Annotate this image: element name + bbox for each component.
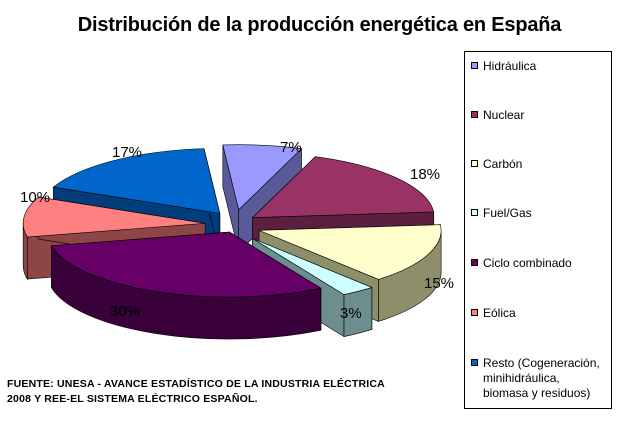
pie-slice bbox=[52, 148, 221, 214]
pie-slice bbox=[50, 231, 322, 298]
pie-slice bbox=[22, 196, 206, 238]
pie-slice bbox=[222, 144, 303, 211]
pie-percent-label: 7% bbox=[280, 139, 302, 156]
pie-slice bbox=[252, 238, 373, 295]
pie-slice bbox=[258, 224, 442, 280]
pie-percent-label: 10% bbox=[20, 189, 50, 206]
chart-title: Distribución de la producción energética… bbox=[77, 14, 562, 36]
legend-swatch bbox=[471, 160, 478, 167]
pie-percent-label: 3% bbox=[340, 305, 362, 322]
pie-slice bbox=[251, 156, 435, 218]
source-note: FUENTE: UNESA - AVANCE ESTADÍSTICO DE LA… bbox=[7, 378, 385, 405]
legend-swatch bbox=[471, 209, 478, 216]
pie-percent-label: 17% bbox=[112, 144, 142, 161]
pie-percent-label: 30% bbox=[110, 303, 140, 320]
legend-item: Hidráulica bbox=[471, 59, 609, 74]
legend-label: Fuel/Gas bbox=[483, 206, 532, 220]
legend-item: Ciclo combinado bbox=[471, 256, 609, 271]
pie-slice-sides bbox=[22, 144, 442, 340]
legend-item: Fuel/Gas bbox=[471, 206, 609, 221]
pie-percent-label: 18% bbox=[410, 166, 440, 183]
legend-swatch bbox=[471, 62, 478, 69]
legend-swatch bbox=[471, 259, 478, 266]
legend-item: Resto (Cogeneración, minihidráulica, bio… bbox=[471, 356, 609, 401]
legend-label: Eólica bbox=[483, 306, 516, 320]
legend-label: Carbón bbox=[483, 157, 523, 171]
legend-item: Nuclear bbox=[471, 108, 609, 123]
legend: Hidráulica Nuclear Carbón Fuel/Gas Ciclo com… bbox=[464, 51, 612, 409]
legend-item: Carbón bbox=[471, 157, 609, 172]
pie-percent-labels: 7% 18% 15% 3% 30% 10% 17% bbox=[20, 139, 454, 322]
legend-swatch bbox=[471, 111, 478, 118]
legend-item: Eólica bbox=[471, 306, 609, 321]
legend-label: Hidráulica bbox=[483, 59, 537, 73]
legend-swatch bbox=[471, 359, 478, 366]
legend-label: Ciclo combinado bbox=[483, 256, 572, 270]
legend-swatch bbox=[471, 309, 478, 316]
legend-label: Nuclear bbox=[483, 108, 525, 122]
pie-slice-side bbox=[50, 231, 322, 340]
legend-label: Resto (Cogeneración, minihidráulica, bio… bbox=[483, 356, 600, 400]
pie-percent-label: 15% bbox=[424, 275, 454, 292]
